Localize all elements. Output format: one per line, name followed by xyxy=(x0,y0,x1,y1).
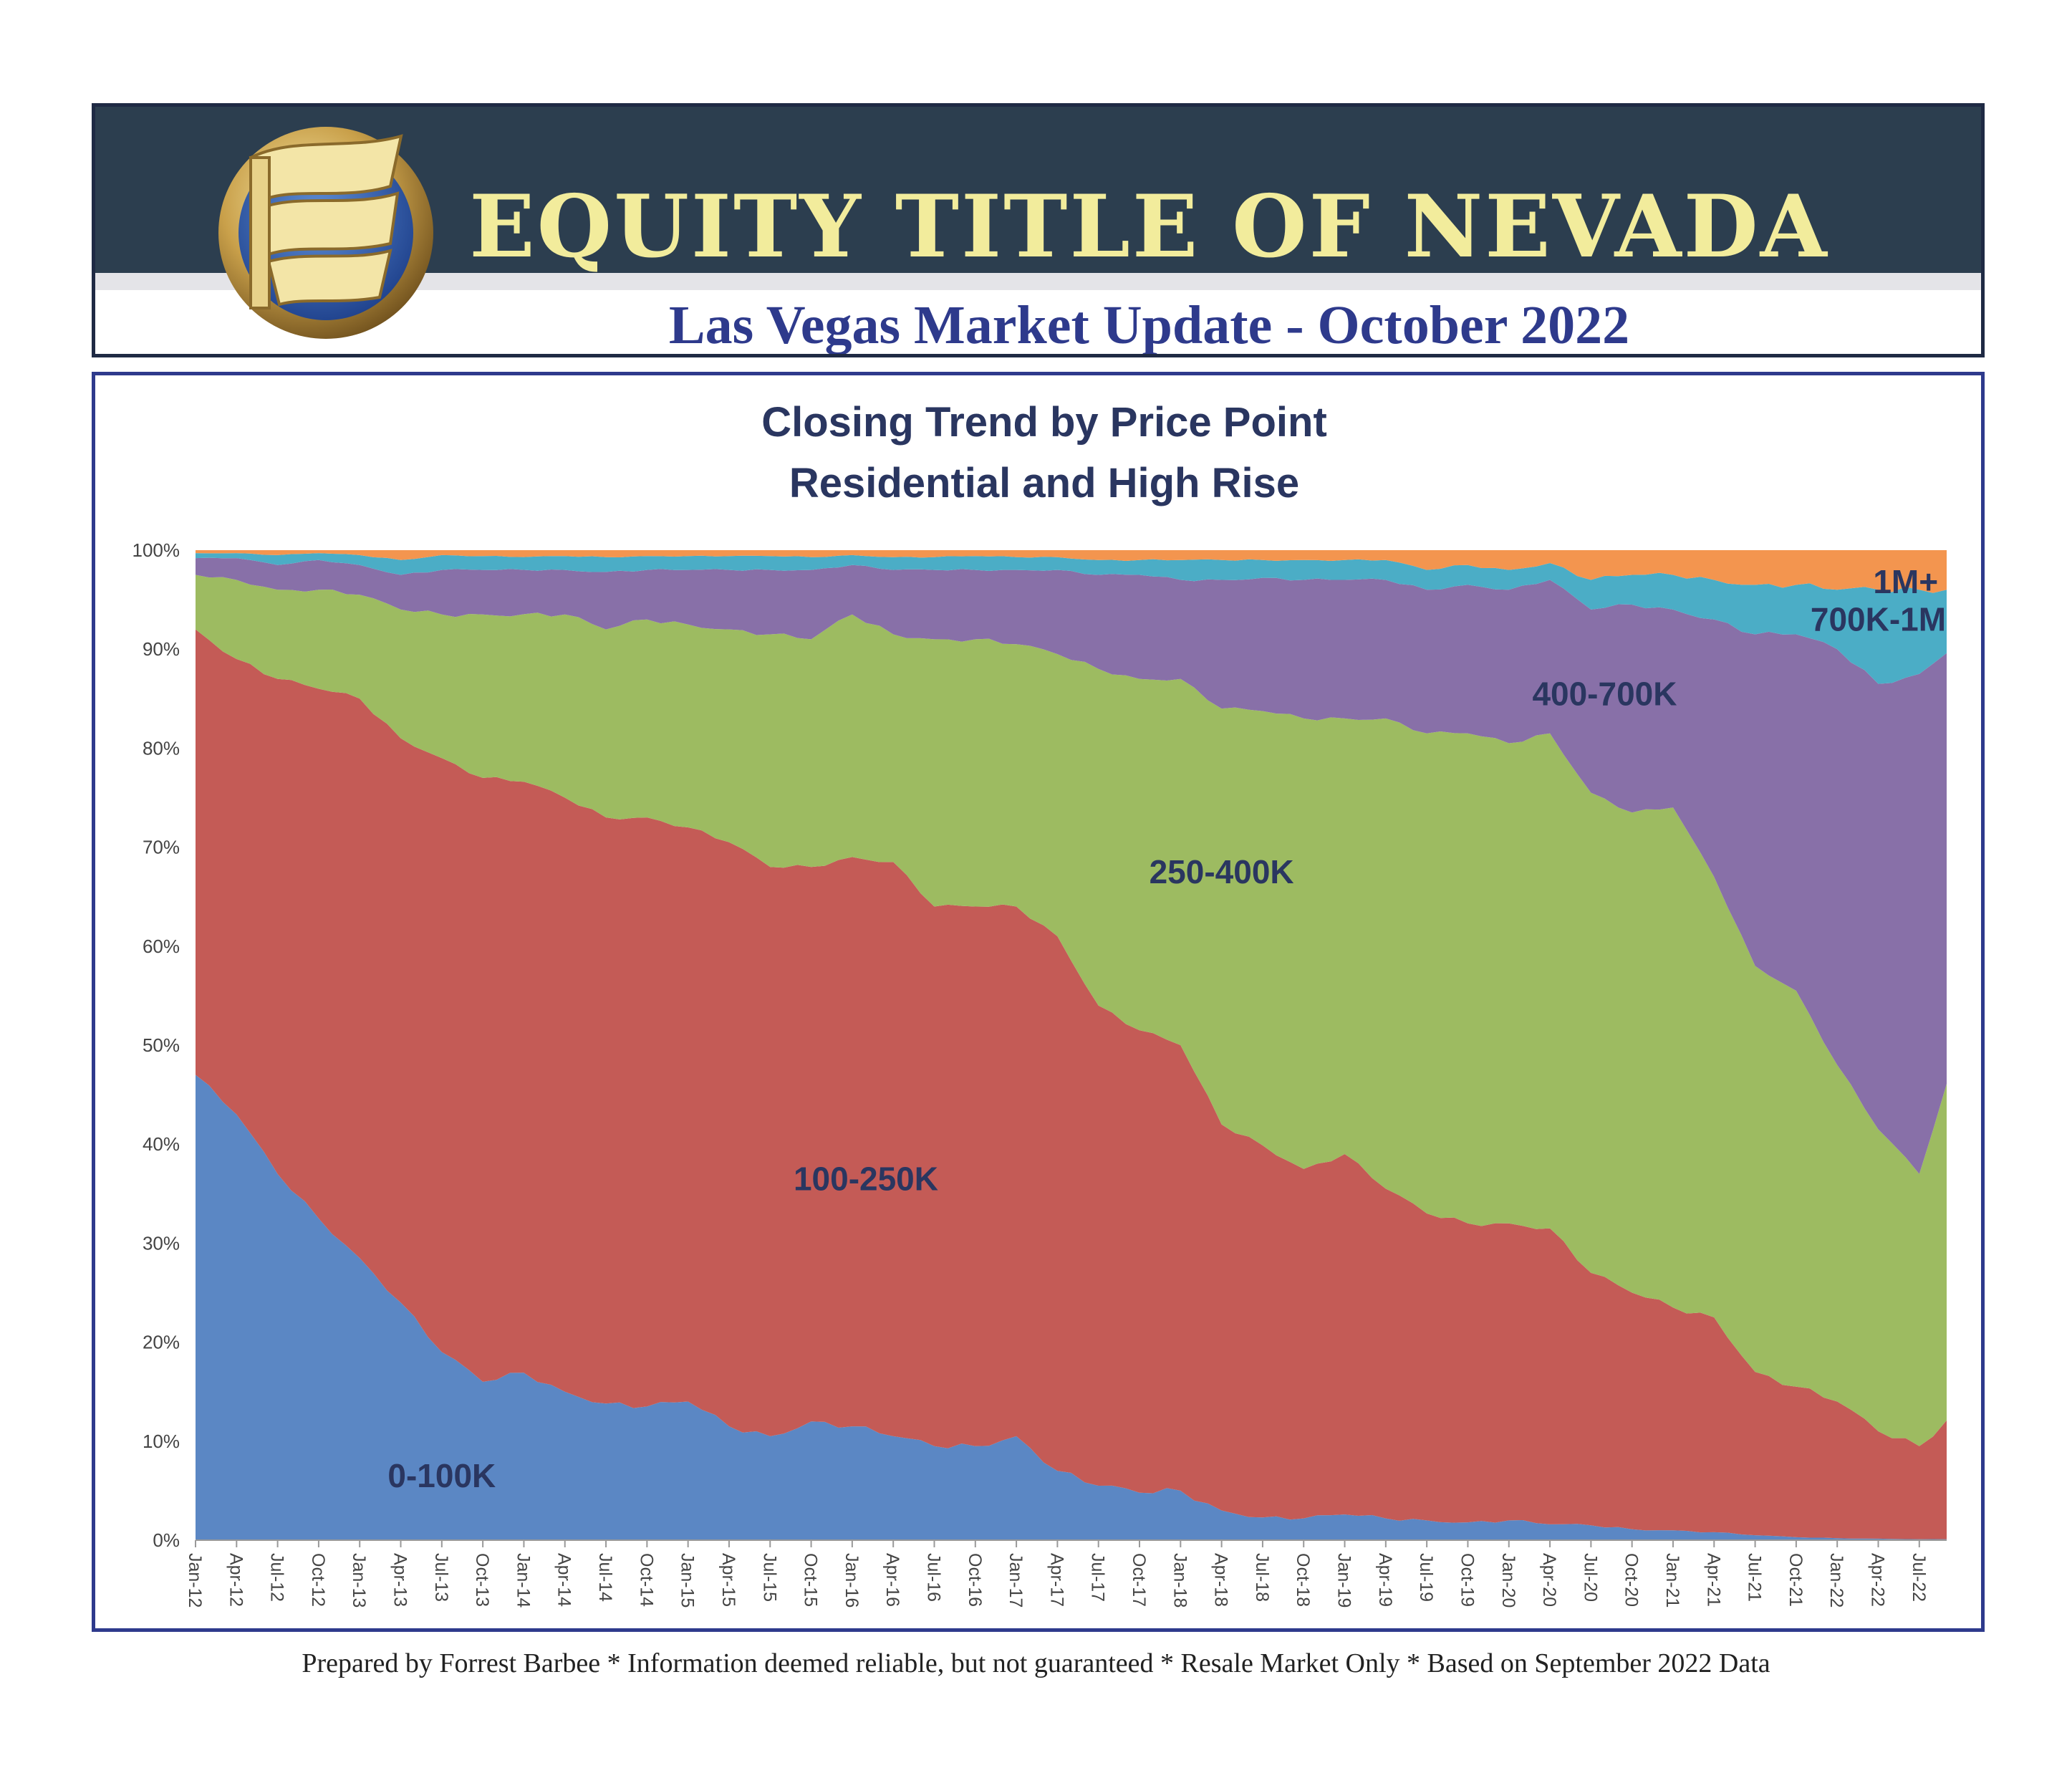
x-tick-label: Jul-12 xyxy=(267,1553,287,1602)
y-tick-label: 100% xyxy=(132,539,180,561)
x-tick-label: Jul-14 xyxy=(595,1553,615,1602)
x-tick-label: Jul-13 xyxy=(431,1553,451,1602)
x-tick-label: Apr-17 xyxy=(1046,1553,1066,1607)
area-1m- xyxy=(196,550,1947,593)
x-tick-label: Jul-20 xyxy=(1580,1553,1600,1602)
x-tick-label: Jul-22 xyxy=(1909,1553,1929,1602)
x-tick-label: Jan-15 xyxy=(678,1553,698,1608)
x-tick-label: Apr-16 xyxy=(882,1553,902,1607)
x-tick-label: Jan-18 xyxy=(1170,1553,1190,1608)
chart-title: Closing Trend by Price Point xyxy=(761,399,1327,446)
x-tick-label: Jan-20 xyxy=(1498,1553,1518,1608)
area-label-100-250k: 100-250K xyxy=(794,1160,938,1198)
area-label-0-100k: 0-100K xyxy=(387,1457,496,1494)
y-tick-label: 80% xyxy=(143,737,180,759)
y-tick-label: 30% xyxy=(143,1232,180,1254)
x-tick-label: Oct-16 xyxy=(965,1553,985,1607)
chart-panel: Closing Trend by Price Point Residential… xyxy=(92,372,1985,1632)
x-tick-label: Oct-21 xyxy=(1786,1553,1806,1607)
area-250-400k xyxy=(196,575,1947,1446)
x-tick-label: Apr-12 xyxy=(226,1553,246,1607)
company-name: EQUITY TITLE OF NEVADA xyxy=(469,176,1829,277)
company-logo-icon xyxy=(218,127,433,339)
area-label-250-400k: 250-400K xyxy=(1150,853,1294,890)
y-tick-label: 40% xyxy=(143,1133,180,1155)
x-tick-label: Apr-20 xyxy=(1539,1553,1559,1607)
x-axis: Jan-12 Apr-12 Jul-12 Oct-12 Jan-13 Apr-13 Jul-… xyxy=(185,1539,1947,1608)
x-tick-label: Apr-22 xyxy=(1867,1553,1887,1607)
y-axis: 0% 10% 20% 30% 40% 50% 60% 70% 80% 90% 100% xyxy=(132,539,180,1551)
x-tick-label: Apr-19 xyxy=(1375,1553,1395,1607)
closing-trend-chart: Closing Trend by Price Point Residential… xyxy=(132,399,1947,1608)
x-tick-label: Apr-14 xyxy=(554,1553,574,1607)
area-label-700k-1m: 700K-1M xyxy=(1811,601,1946,638)
x-tick-label: Jul-15 xyxy=(759,1553,779,1602)
area-700k-1m xyxy=(196,553,1947,684)
chart-subtitle: Residential and High Rise xyxy=(789,460,1299,506)
x-tick-label: Jan-22 xyxy=(1826,1553,1846,1608)
x-tick-label: Jul-18 xyxy=(1252,1553,1272,1602)
x-tick-label: Jan-21 xyxy=(1662,1553,1682,1608)
area-label-1m-: 1M+ xyxy=(1873,563,1938,600)
x-tick-label: Jan-13 xyxy=(349,1553,369,1608)
x-tick-label: Jan-17 xyxy=(1006,1553,1026,1608)
x-tick-label: Oct-19 xyxy=(1457,1553,1477,1607)
x-tick-label: Apr-21 xyxy=(1703,1553,1723,1607)
x-tick-label: Oct-18 xyxy=(1293,1553,1313,1607)
y-tick-label: 70% xyxy=(143,837,180,858)
y-tick-label: 0% xyxy=(153,1529,180,1551)
y-tick-label: 50% xyxy=(143,1034,180,1056)
report-subtitle: Las Vegas Market Update - October 2022 xyxy=(668,295,1630,355)
x-tick-label: Apr-18 xyxy=(1211,1553,1231,1607)
area-100-250k xyxy=(196,629,1947,1539)
area-400-700k xyxy=(196,557,1947,1174)
x-tick-label: Oct-12 xyxy=(308,1553,328,1607)
y-tick-label: 10% xyxy=(143,1431,180,1452)
x-tick-label: Jul-17 xyxy=(1088,1553,1108,1602)
y-tick-label: 90% xyxy=(143,638,180,660)
x-tick-label: Oct-13 xyxy=(472,1553,492,1607)
x-tick-label: Apr-15 xyxy=(718,1553,738,1607)
x-tick-label: Jan-12 xyxy=(185,1553,205,1608)
x-tick-label: Jul-21 xyxy=(1745,1553,1765,1602)
x-tick-label: Oct-15 xyxy=(801,1553,821,1607)
stacked-areas xyxy=(196,550,1947,1540)
x-tick-label: Oct-17 xyxy=(1129,1553,1149,1607)
x-tick-label: Oct-20 xyxy=(1622,1553,1642,1607)
x-tick-label: Jul-16 xyxy=(923,1553,943,1602)
x-tick-label: Jan-14 xyxy=(513,1553,533,1608)
x-tick-label: Oct-14 xyxy=(636,1553,656,1607)
x-tick-label: Jul-19 xyxy=(1416,1553,1436,1602)
y-tick-label: 20% xyxy=(143,1332,180,1353)
area-0-100k xyxy=(196,1075,1947,1540)
x-tick-label: Jan-19 xyxy=(1334,1553,1354,1608)
y-tick-label: 60% xyxy=(143,936,180,957)
footer-note: Prepared by Forrest Barbee * Information… xyxy=(302,1648,1770,1678)
x-tick-label: Apr-13 xyxy=(390,1553,410,1607)
area-label-400-700k: 400-700K xyxy=(1532,675,1677,712)
x-tick-label: Jan-16 xyxy=(842,1553,862,1608)
